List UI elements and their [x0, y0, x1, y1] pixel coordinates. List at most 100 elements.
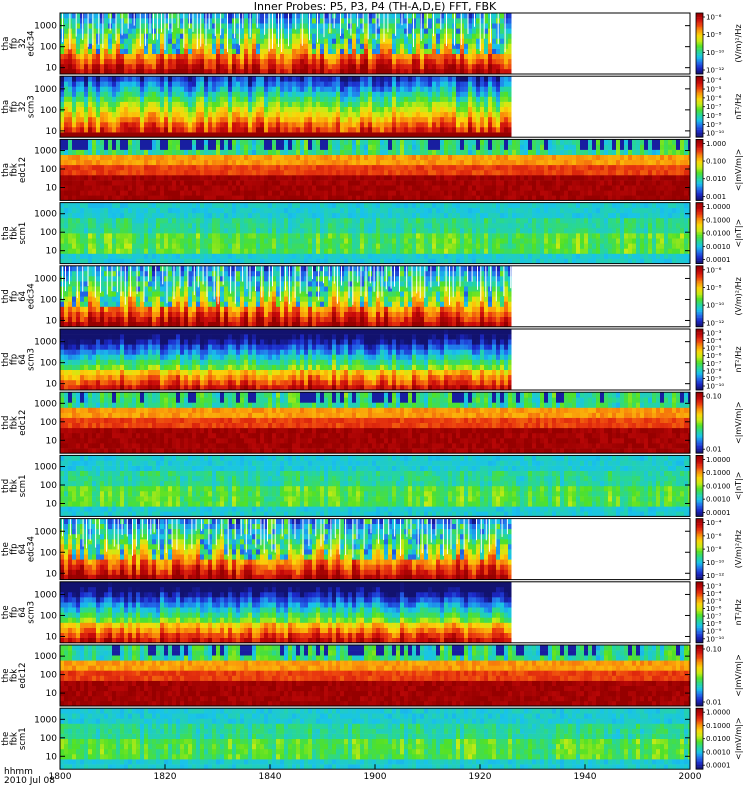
heatmap-cell	[324, 121, 328, 128]
heatmap-cell	[236, 28, 240, 34]
heatmap-cell	[132, 121, 136, 128]
heatmap-cell	[76, 111, 80, 118]
heatmap-cell	[176, 86, 180, 92]
heatmap-cell	[112, 116, 116, 123]
colorbar-cell	[696, 45, 703, 47]
heatmap-cell	[312, 149, 316, 155]
heatmap-cell	[148, 106, 152, 113]
heatmap-cell	[496, 154, 500, 161]
heatmap-cell	[508, 96, 512, 102]
heatmap-cell	[556, 185, 560, 191]
heatmap-cell	[328, 175, 332, 181]
heatmap-cell	[392, 190, 396, 196]
heatmap-cell	[516, 149, 520, 155]
heatmap-cell	[408, 144, 412, 150]
heatmap-cell	[344, 159, 348, 166]
heatmap-cell	[280, 76, 284, 82]
heatmap-cell	[116, 106, 120, 113]
heatmap-cell	[236, 164, 240, 171]
heatmap-cell	[480, 96, 484, 102]
heatmap-cell	[208, 185, 212, 191]
heatmap-cell	[196, 101, 200, 107]
heatmap-cell	[320, 33, 324, 39]
heatmap-cell	[116, 58, 120, 65]
heatmap-cell	[448, 33, 452, 39]
heatmap-cell	[284, 38, 288, 44]
heatmap-cell	[188, 63, 192, 70]
heatmap-cell	[308, 106, 312, 113]
heatmap-cell	[528, 139, 532, 145]
heatmap-cell	[220, 149, 224, 155]
heatmap-cell	[128, 68, 132, 75]
heatmap-cell	[276, 58, 280, 65]
heatmap-cell	[408, 28, 412, 34]
heatmap-cell	[312, 116, 316, 123]
heatmap-cell	[400, 81, 404, 87]
heatmap-cell	[388, 180, 392, 186]
heatmap-cell	[604, 159, 608, 166]
heatmap-cell	[204, 175, 208, 181]
heatmap-cell	[200, 180, 204, 186]
heatmap-cell	[300, 68, 304, 75]
heatmap-cell	[644, 185, 648, 191]
heatmap-cell	[84, 202, 88, 208]
heatmap-cell	[312, 48, 316, 54]
panel-label-line: edc34	[27, 30, 37, 56]
heatmap-cell	[188, 13, 192, 19]
heatmap-cell	[316, 164, 320, 171]
heatmap-cell	[344, 96, 348, 102]
heatmap-cell	[124, 180, 128, 186]
heatmap-cell	[340, 33, 344, 39]
heatmap-cell	[320, 96, 324, 102]
heatmap-cell	[168, 33, 172, 39]
heatmap-cell	[624, 154, 628, 161]
heatmap-cell	[276, 121, 280, 128]
colorbar-cell	[696, 171, 703, 174]
heatmap-cell	[360, 68, 364, 75]
heatmap-cell	[312, 58, 316, 65]
heatmap-cell	[156, 18, 160, 24]
heatmap-cell	[64, 248, 68, 254]
data-gap	[483, 13, 485, 39]
heatmap-cell	[500, 180, 504, 186]
heatmap-cell	[156, 53, 160, 60]
heatmap-cell	[300, 106, 304, 113]
heatmap-cell	[96, 258, 100, 264]
heatmap-cell	[504, 48, 508, 54]
heatmap-cell	[68, 106, 72, 113]
heatmap-cell	[468, 190, 472, 196]
heatmap-cell	[148, 38, 152, 44]
colorbar-cell	[696, 179, 703, 181]
heatmap-cell	[424, 33, 428, 39]
heatmap-cell	[424, 23, 428, 29]
heatmap-cell	[480, 63, 484, 70]
heatmap-cell	[548, 180, 552, 186]
heatmap-cell	[224, 121, 228, 128]
heatmap-cell	[136, 175, 140, 181]
heatmap-cell	[376, 106, 380, 113]
heatmap-cell	[464, 53, 468, 60]
heatmap-cell	[544, 139, 548, 145]
heatmap-cell	[428, 38, 432, 44]
heatmap-cell	[216, 154, 220, 161]
heatmap-cell	[456, 106, 460, 113]
heatmap-cell	[500, 106, 504, 113]
heatmap-cell	[72, 175, 76, 181]
heatmap-cell	[76, 121, 80, 128]
heatmap-cell	[376, 53, 380, 60]
heatmap-cell	[144, 81, 148, 87]
heatmap-cell	[76, 207, 80, 214]
heatmap-cell	[248, 139, 252, 145]
heatmap-cell	[316, 139, 320, 145]
heatmap-cell	[176, 190, 180, 196]
heatmap-cell	[264, 86, 268, 92]
heatmap-cell	[468, 154, 472, 161]
heatmap-cell	[240, 28, 244, 34]
heatmap-cell	[468, 185, 472, 191]
heatmap-cell	[296, 81, 300, 87]
heatmap-cell	[140, 68, 144, 75]
heatmap-cell	[232, 195, 236, 201]
heatmap-cell	[372, 149, 376, 155]
heatmap-cell	[112, 101, 116, 107]
heatmap-cell	[384, 63, 388, 70]
